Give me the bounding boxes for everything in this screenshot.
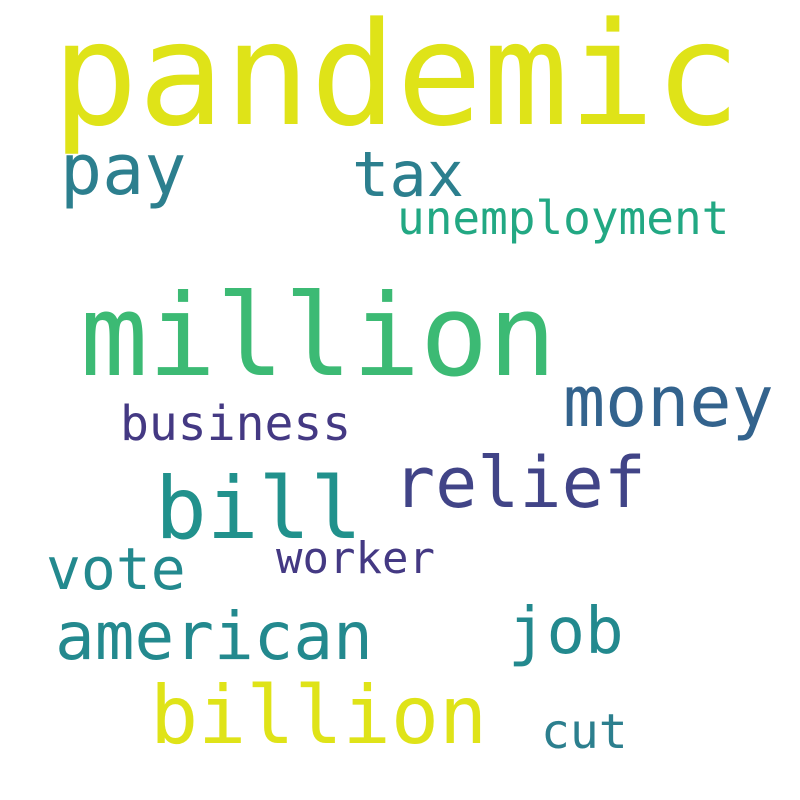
- word-relief: relief: [393, 442, 646, 524]
- word-money: money: [563, 361, 774, 443]
- word-vote: vote: [46, 535, 186, 603]
- word-unemployment: unemployment: [397, 191, 730, 245]
- word-million: million: [80, 270, 557, 402]
- word-bill: bill: [155, 459, 363, 559]
- word-billion: billion: [150, 669, 488, 762]
- word-worker: worker: [276, 533, 435, 584]
- word-business: business: [120, 396, 352, 452]
- word-pandemic: pandemic: [52, 0, 741, 158]
- word-job: job: [508, 595, 624, 669]
- word-american: american: [55, 598, 373, 675]
- word-cut: cut: [541, 704, 628, 760]
- word-pay: pay: [60, 129, 187, 211]
- word-tax: tax: [352, 138, 464, 211]
